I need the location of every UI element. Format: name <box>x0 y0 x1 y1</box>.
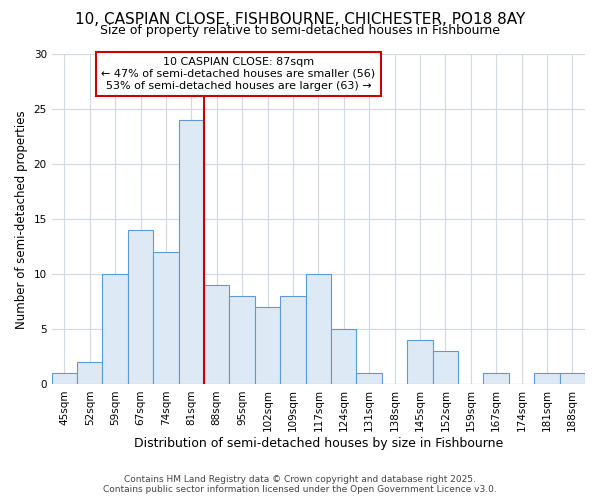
Bar <box>128 230 153 384</box>
Bar <box>229 296 255 384</box>
X-axis label: Distribution of semi-detached houses by size in Fishbourne: Distribution of semi-detached houses by … <box>134 437 503 450</box>
Bar <box>560 374 585 384</box>
Bar <box>534 374 560 384</box>
Bar <box>103 274 128 384</box>
Text: 10, CASPIAN CLOSE, FISHBOURNE, CHICHESTER, PO18 8AY: 10, CASPIAN CLOSE, FISHBOURNE, CHICHESTE… <box>75 12 525 28</box>
Bar <box>52 374 77 384</box>
Bar <box>356 374 382 384</box>
Bar <box>204 286 229 384</box>
Bar <box>77 362 103 384</box>
Bar <box>407 340 433 384</box>
Text: Contains HM Land Registry data © Crown copyright and database right 2025.
Contai: Contains HM Land Registry data © Crown c… <box>103 474 497 494</box>
Bar <box>305 274 331 384</box>
Text: Size of property relative to semi-detached houses in Fishbourne: Size of property relative to semi-detach… <box>100 24 500 37</box>
Bar <box>280 296 305 384</box>
Bar <box>331 330 356 384</box>
Bar <box>255 308 280 384</box>
Y-axis label: Number of semi-detached properties: Number of semi-detached properties <box>15 110 28 328</box>
Bar <box>433 352 458 384</box>
Bar <box>153 252 179 384</box>
Text: 10 CASPIAN CLOSE: 87sqm
← 47% of semi-detached houses are smaller (56)
53% of se: 10 CASPIAN CLOSE: 87sqm ← 47% of semi-de… <box>101 58 376 90</box>
Bar <box>484 374 509 384</box>
Bar <box>179 120 204 384</box>
